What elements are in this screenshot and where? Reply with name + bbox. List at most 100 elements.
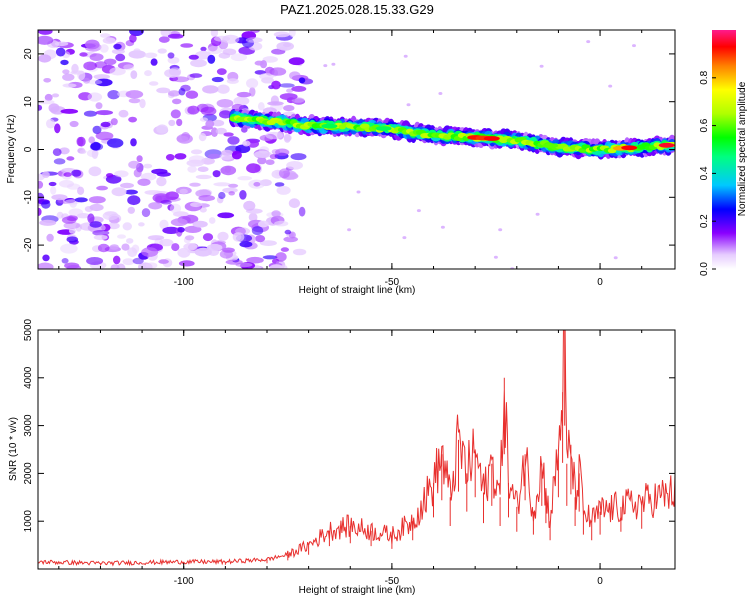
heatmap-noise-blob	[298, 77, 306, 84]
heatmap-noise-blob	[292, 248, 307, 256]
spectrogram-x-label: Height of straight line (km)	[299, 285, 416, 296]
colorbar-tick-label: 0.2	[699, 214, 710, 228]
heatmap-noise-blob	[288, 30, 296, 38]
snr-y-ticks: 1000 2000 3000 4000 5000	[23, 318, 675, 532]
colorbar: 0.0 0.2 0.4 0.6 0.8 Normalized spectral ampl…	[699, 30, 748, 276]
heatmap-noise-blob	[236, 91, 252, 98]
heatmap-noise-blob	[89, 53, 104, 61]
heatmap-noise-blob	[185, 90, 199, 99]
heatmap-noise-blob	[125, 90, 144, 99]
heatmap-noise-blob	[133, 48, 141, 53]
heatmap-noise-blob	[207, 45, 223, 55]
heatmap-noise-blob	[211, 119, 225, 127]
heatmap-noise-blob	[259, 73, 274, 80]
heatmap-noise-blob	[129, 34, 137, 43]
y-tick-label: 2000	[23, 462, 34, 485]
heatmap-noise-blob	[176, 133, 193, 144]
heatmap-noise-blob	[139, 98, 146, 109]
heatmap-noise-blob	[141, 247, 159, 257]
heatmap-noise-blob	[48, 181, 57, 187]
heatmap-noise-blob	[115, 53, 126, 62]
heatmap-noise-blob	[232, 232, 242, 241]
x-tick-label: -100	[174, 576, 194, 587]
heatmap-noise-blob	[170, 218, 188, 227]
heatmap-noise-blob	[62, 73, 75, 81]
heatmap-noise-blob	[265, 159, 275, 165]
heatmap-noise-blob	[224, 166, 231, 173]
heatmap-noise-blob	[100, 121, 111, 128]
y-tick-label: 4000	[23, 366, 34, 389]
heatmap-noise-blob	[257, 102, 265, 111]
heatmap-noise-blob	[194, 247, 212, 257]
heatmap-noise-blob	[207, 54, 216, 64]
y-tick-label: -20	[23, 237, 34, 252]
snr-frame	[37, 329, 676, 570]
heatmap-noise-blob	[279, 264, 288, 269]
heatmap-noise-blob	[286, 88, 294, 93]
heatmap-noise-blob	[144, 52, 158, 59]
spectrogram-heatmap	[38, 30, 675, 269]
heatmap-noise-blob	[59, 180, 74, 188]
heatmap-noise-blob	[402, 236, 407, 240]
heatmap-noise-blob	[158, 36, 170, 43]
heatmap-noise-blob	[199, 207, 207, 213]
heatmap-noise-blob	[216, 68, 227, 75]
heatmap-noise-blob	[278, 168, 290, 179]
heatmap-noise-blob	[136, 155, 143, 163]
heatmap-noise-blob	[178, 260, 195, 267]
heatmap-noise-blob	[262, 56, 278, 63]
colorbar-tick-label: 0.8	[699, 70, 710, 84]
heatmap-noise-blob	[198, 195, 215, 202]
heatmap-noise-blob	[132, 257, 144, 265]
heatmap-noise-blob	[156, 171, 171, 177]
heatmap-noise-blob	[59, 147, 70, 155]
heatmap-noise-blob	[93, 74, 111, 80]
heatmap-noise-blob	[42, 171, 50, 178]
heatmap-noise-blob	[79, 52, 88, 57]
heatmap-noise-blob	[38, 30, 53, 35]
heatmap-noise-blob	[38, 262, 54, 269]
heatmap-noise-blob	[143, 163, 153, 169]
heatmap-noise-blob	[608, 84, 613, 88]
x-tick-label: -100	[174, 277, 194, 288]
heatmap-noise-blob	[273, 31, 290, 38]
heatmap-noise-blob	[271, 80, 281, 90]
y-tick-label: 20	[23, 48, 34, 60]
heatmap-noise-blob	[104, 58, 117, 65]
heatmap-noise-blob	[275, 252, 287, 262]
heatmap-noise-blob	[38, 35, 54, 45]
heatmap-noise-blob	[406, 103, 411, 107]
heatmap-noise-blob	[86, 149, 99, 158]
heatmap-noise-blob	[111, 187, 127, 197]
heatmap-noise-blob	[87, 213, 95, 224]
heatmap-noise-blob	[43, 78, 52, 83]
colorbar-tick-label: 0.6	[699, 118, 710, 132]
heatmap-noise-blob	[248, 179, 266, 189]
heatmap-noise-blob	[253, 150, 272, 158]
heatmap-peak	[658, 142, 675, 148]
heatmap-noise-blob	[217, 231, 229, 241]
heatmap-noise-blob	[217, 212, 235, 219]
heatmap-noise-blob	[356, 190, 361, 194]
heatmap-noise-blob	[440, 225, 445, 229]
heatmap-noise-blob	[133, 168, 142, 178]
snr-series-line	[38, 330, 675, 567]
heatmap-noise-blob	[54, 123, 61, 134]
heatmap-noise-blob	[55, 47, 66, 57]
spectrogram-y-label: Frequency (Hz)	[6, 115, 17, 184]
heatmap-noise-blob	[130, 70, 138, 79]
heatmap-noise-blob	[138, 222, 145, 227]
heatmap-noise-blob	[77, 136, 86, 147]
heatmap-noise-blob	[120, 182, 134, 189]
heatmap-noise-blob	[158, 259, 169, 264]
heatmap-noise-blob	[205, 120, 215, 128]
heatmap-noise-blob	[243, 200, 256, 211]
heatmap-noise-blob	[51, 93, 60, 98]
heatmap-noise-blob	[280, 247, 289, 252]
heatmap-noise-blob	[85, 39, 100, 50]
heatmap-noise-blob	[217, 84, 230, 94]
heatmap-noise-blob	[179, 188, 188, 194]
heatmap-noise-blob	[222, 187, 238, 193]
heatmap-noise-blob	[157, 48, 167, 54]
